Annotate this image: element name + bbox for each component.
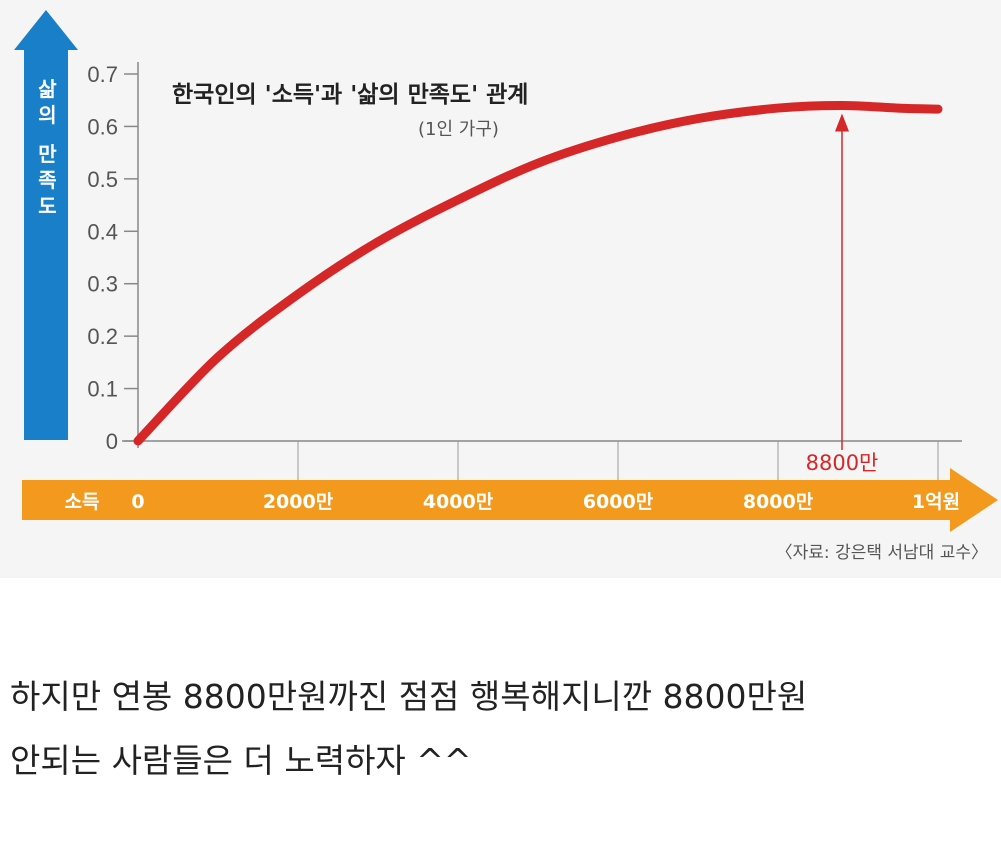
- x-tick-layer: 0 2000만 4000만 6000만 8000만 1억원: [131, 491, 960, 513]
- income-satisfaction-chart: 삶의 만족도 소득 0 0.1 0.2 0.3 0.4 0.5 0.6 0.7 0 2000만 4…: [14, 10, 998, 563]
- x-axis-arrow-shaft: [22, 480, 952, 520]
- x-tick-label: 8000만: [743, 491, 814, 513]
- chart-subtitle: (1인 가구): [418, 119, 499, 140]
- y-tick-label: 0.4: [87, 219, 118, 244]
- y-tick-label: 0: [106, 429, 118, 454]
- source-note: 〈자료: 강은택 서남대 교수〉: [776, 543, 988, 563]
- y-tick-label: 0.1: [87, 377, 118, 402]
- y-tick-layer: 0 0.1 0.2 0.3 0.4 0.5 0.6 0.7: [87, 62, 138, 454]
- y-axis-label: 삶의 만족도: [34, 78, 58, 221]
- y-tick-label: 0.7: [87, 62, 118, 87]
- satisfaction-curve: [133, 100, 943, 446]
- grid-layer: [297, 441, 939, 480]
- y-tick-label: 0.2: [87, 324, 118, 349]
- y-axis-arrow-head: [14, 10, 78, 50]
- x-axis-label: 소득: [65, 491, 100, 513]
- y-tick-label: 0.3: [87, 272, 118, 297]
- x-axis-arrow-head: [950, 468, 998, 532]
- x-tick-label: 2000만: [263, 491, 334, 513]
- chart-image: 삶의 만족도 소득 0 0.1 0.2 0.3 0.4 0.5 0.6 0.7 0 2000만 4…: [14, 10, 998, 563]
- annotation-layer: 8800만: [806, 113, 879, 475]
- y-tick-label: 0.5: [87, 167, 118, 192]
- y-axis-arrow-shaft: [24, 48, 68, 440]
- caption-line-2: 안되는 사람들은 더 노력하자 ^^: [10, 741, 472, 780]
- y-tick-label: 0.6: [87, 114, 118, 139]
- x-tick-label: 1억원: [912, 491, 960, 513]
- annotation-arrowhead: [835, 113, 849, 132]
- x-tick-label: 6000만: [583, 491, 654, 513]
- chart-title: 한국인의 '소득'과 '삶의 만족도' 관계: [172, 82, 528, 108]
- caption-line-1: 하지만 연봉 8800만원까진 점점 행복해지니깐 8800만원: [10, 677, 808, 716]
- annotation-label: 8800만: [806, 451, 879, 475]
- caption-text: 하지만 연봉 8800만원까진 점점 행복해지니깐 8800만원 안되는 사람들…: [10, 665, 995, 793]
- x-tick-label: 0: [131, 491, 144, 513]
- x-tick-label: 4000만: [423, 491, 494, 513]
